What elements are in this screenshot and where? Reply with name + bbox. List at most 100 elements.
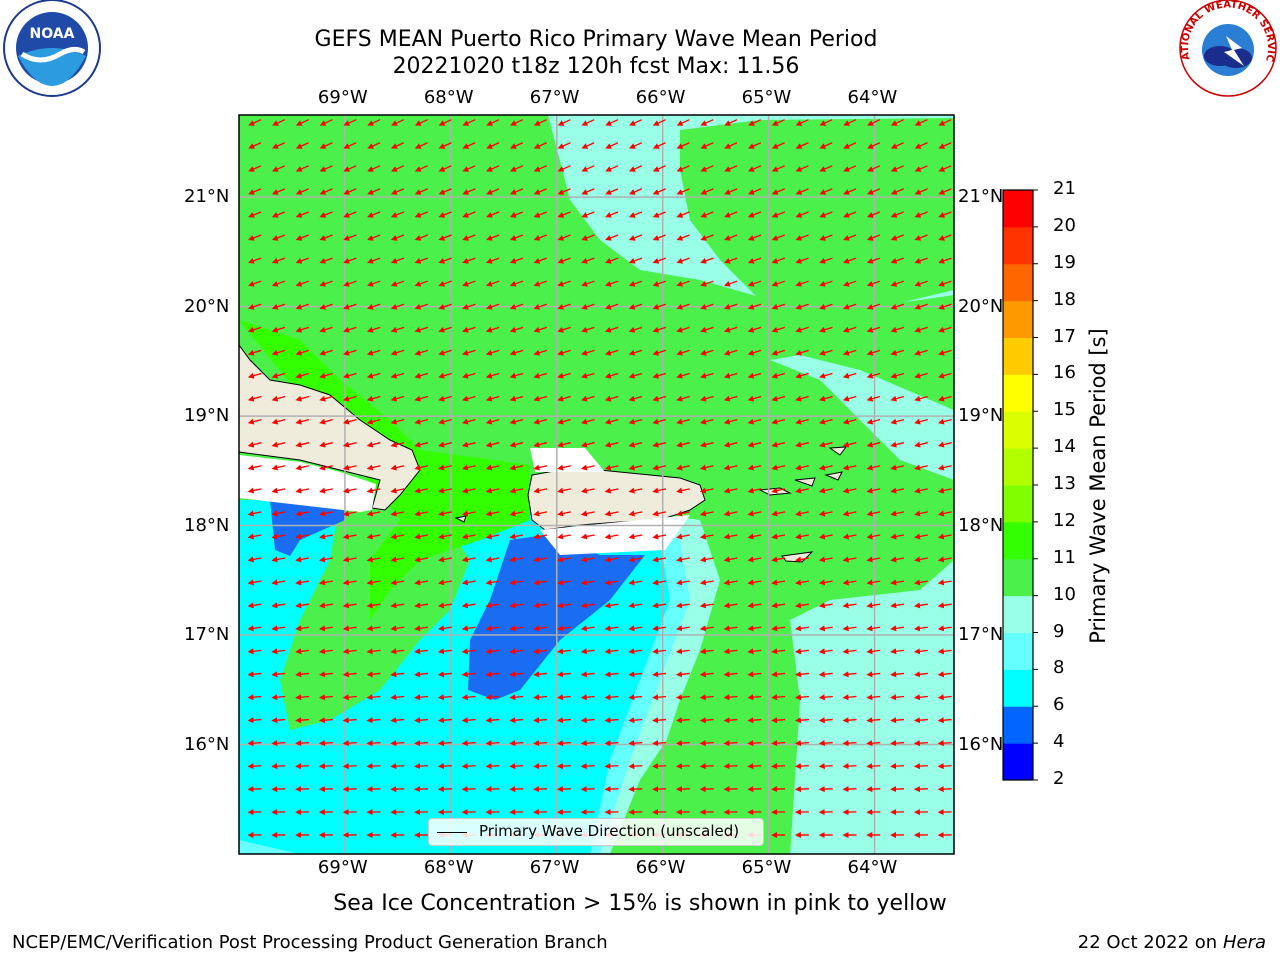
wave-direction-arrow: [628, 740, 643, 747]
wave-direction-arrow: [818, 625, 833, 632]
wave-direction-arrow: [747, 165, 762, 172]
wave-direction-arrow: [367, 188, 381, 195]
wave-direction-arrow: [890, 579, 905, 586]
wave-direction-arrow: [652, 487, 667, 494]
wave-direction-arrow: [771, 280, 786, 287]
wave-direction-arrow: [914, 418, 928, 425]
wave-direction-arrow: [818, 464, 833, 471]
wave-direction-arrow: [842, 303, 857, 310]
wave-direction-arrow: [461, 510, 476, 517]
wave-direction-arrow: [461, 464, 476, 471]
wave-direction-arrow: [509, 372, 524, 379]
wave-direction-arrow: [628, 372, 643, 379]
longitude-tick-label: 66°W: [635, 857, 686, 878]
wave-direction-arrow: [414, 625, 429, 632]
wave-direction-arrow: [700, 349, 714, 356]
wave-direction-arrow: [556, 671, 571, 678]
longitude-tick-label: 67°W: [529, 87, 580, 108]
colorbar-tick-label: 19: [1053, 251, 1076, 273]
wave-direction-arrow: [247, 533, 262, 540]
wave-direction-arrow: [747, 487, 762, 494]
wave-direction-arrow: [819, 395, 833, 402]
wave-direction-arrow: [271, 579, 286, 586]
wave-direction-arrow: [533, 372, 548, 379]
wave-direction-arrow: [581, 372, 595, 379]
wave-direction-arrow: [437, 694, 452, 701]
wave-direction-arrow: [890, 257, 904, 264]
wave-direction-arrow: [485, 372, 500, 379]
wave-direction-arrow: [533, 556, 548, 563]
wave-direction-arrow: [652, 395, 667, 402]
wave-direction-arrow: [486, 234, 500, 241]
wave-direction-arrow: [533, 119, 547, 126]
wave-direction-arrow: [866, 165, 881, 172]
wave-direction-arrow: [890, 694, 905, 701]
wave-direction-arrow: [890, 395, 905, 402]
wave-direction-arrow: [580, 464, 595, 471]
wave-direction-arrow: [295, 441, 310, 448]
wave-direction-arrow: [343, 257, 357, 264]
wave-direction-arrow: [557, 165, 571, 172]
wave-direction-arrow: [485, 648, 500, 655]
wave-direction-arrow: [676, 257, 690, 264]
footer-host: Hera: [1222, 932, 1266, 953]
wave-direction-arrow: [271, 441, 286, 448]
wave-direction-arrow: [604, 280, 619, 287]
wave-direction-arrow: [890, 142, 904, 149]
wave-direction-arrow: [652, 694, 667, 701]
wave-direction-arrow: [533, 602, 548, 609]
wave-direction-arrow: [533, 763, 548, 770]
wave-direction-arrow: [461, 487, 476, 494]
wave-direction-arrow: [676, 303, 690, 310]
wave-direction-arrow: [747, 234, 762, 241]
wave-direction-arrow: [866, 533, 881, 540]
wave-direction-arrow: [414, 234, 428, 241]
wave-direction-arrow: [486, 119, 500, 126]
wave-direction-arrow: [604, 418, 619, 425]
wave-direction-arrow: [747, 625, 762, 632]
wave-direction-arrow: [414, 165, 428, 172]
wave-direction-arrow: [795, 579, 809, 586]
wave-direction-arrow: [533, 349, 548, 356]
wave-direction-arrow: [414, 303, 429, 310]
wave-direction-arrow: [843, 119, 857, 126]
wave-direction-arrow: [605, 165, 619, 172]
wave-direction-arrow: [533, 188, 547, 195]
wave-direction-arrow: [818, 441, 833, 448]
latitude-tick-label: 19°N: [184, 405, 230, 427]
wave-direction-arrow: [509, 694, 524, 701]
wave-direction-arrow: [628, 694, 643, 701]
wave-direction-arrow: [771, 579, 786, 586]
wave-direction-arrow: [343, 372, 357, 379]
wave-direction-arrow: [699, 763, 714, 770]
wave-direction-arrow: [675, 740, 690, 747]
wave-direction-arrow: [842, 326, 857, 333]
wave-direction-arrow: [938, 211, 952, 218]
wave-direction-arrow: [724, 234, 738, 241]
wave-direction-arrow: [842, 464, 857, 471]
wave-direction-arrow: [676, 349, 690, 356]
wave-direction-arrow: [937, 740, 952, 747]
wave-direction-arrow: [271, 280, 286, 287]
wave-direction-arrow: [676, 142, 690, 149]
wave-direction-arrow: [557, 211, 571, 218]
wave-direction-arrow: [247, 280, 262, 287]
wave-direction-arrow: [937, 579, 952, 586]
wave-direction-arrow: [914, 326, 928, 333]
wave-direction-arrow: [247, 556, 262, 563]
wave-direction-arrow: [795, 372, 809, 379]
wave-direction-arrow: [414, 763, 429, 770]
wave-direction-arrow: [676, 119, 690, 126]
wave-direction-arrow: [319, 418, 333, 425]
wave-direction-arrow: [937, 533, 952, 540]
wave-direction-arrow: [414, 602, 429, 609]
wave-direction-arrow: [509, 349, 524, 356]
wave-direction-arrow: [462, 257, 476, 264]
wave-direction-arrow: [414, 441, 429, 448]
wave-direction-arrow: [675, 694, 690, 701]
wave-direction-arrow: [914, 510, 928, 517]
wave-direction-arrow: [747, 510, 762, 517]
wave-direction-arrow: [699, 464, 714, 471]
wave-direction-arrow: [557, 234, 571, 241]
wave-direction-arrow: [723, 418, 738, 425]
